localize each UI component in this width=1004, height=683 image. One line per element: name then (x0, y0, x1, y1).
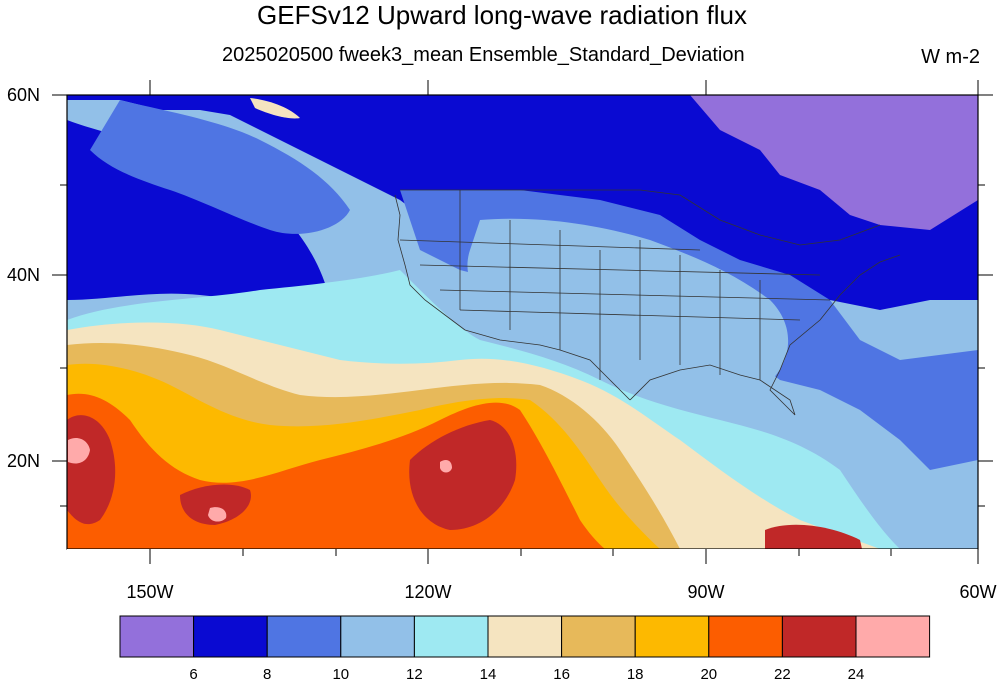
colorbar-label: 10 (332, 666, 349, 683)
colorbar-box (781, 615, 857, 658)
contour-band-alaska-patch (250, 98, 300, 119)
contour-band-24-26-b (409, 420, 517, 530)
map-subtitle: 2025020500 fweek3_mean Ensemble_Standard… (222, 44, 745, 66)
colorbar-box (855, 615, 931, 658)
colorbar-label: 16 (553, 666, 570, 683)
colorbar-box (119, 615, 195, 658)
map-bottom-strip (67, 549, 978, 552)
contour-band-24-26-d (765, 524, 862, 549)
contour-band-6-8 (690, 95, 978, 230)
lat-label-20n: 20N (7, 451, 40, 471)
us-canada-border (400, 189, 881, 246)
colorbar-box (561, 615, 636, 658)
colorbar-box (413, 615, 489, 658)
colorbar-box (487, 615, 563, 658)
state-lines-a (459, 190, 761, 380)
contour-band-12-14 (467, 218, 789, 393)
colorbar-box (708, 615, 783, 658)
axis-ticks (52, 80, 993, 564)
lat-label-40n: 40N (7, 265, 40, 285)
contour-band-26-plus-a (68, 438, 90, 464)
lon-label-150w: 150W (126, 582, 173, 602)
units-label: W m-2 (921, 46, 980, 68)
us-gulf-coast (629, 254, 901, 416)
colorbar: 6 8 10 12 14 16 18 20 22 24 (119, 615, 931, 683)
colorbar-label: 24 (848, 666, 865, 683)
contour-band-light-pacific (90, 100, 350, 234)
lon-label-90w: 90W (687, 582, 724, 602)
contour-band-26-plus-c (208, 507, 227, 522)
colorbar-label: 20 (700, 666, 717, 683)
map-title: GEFSv12 Upward long-wave radiation flux (257, 0, 747, 30)
colorbar-box (340, 615, 415, 658)
colorbar-box (634, 615, 710, 658)
us-west-coast (394, 194, 466, 331)
colorbar-box (266, 615, 342, 658)
colorbar-box (193, 615, 268, 658)
lat-label-60n: 60N (7, 85, 40, 105)
contour-band-26-plus-b (440, 460, 452, 473)
colorbar-label: 12 (406, 666, 423, 683)
contour-fill (67, 95, 978, 549)
colorbar-label: 8 (263, 666, 271, 683)
lon-label-60w: 60W (959, 582, 996, 602)
lon-label-120w: 120W (404, 582, 451, 602)
contour-band-24-26-c (180, 484, 251, 525)
colorbar-label: 14 (480, 666, 497, 683)
colorbar-label: 18 (627, 666, 644, 683)
colorbar-label: 22 (774, 666, 791, 683)
colorbar-label: 6 (189, 666, 197, 683)
political-boundaries (394, 189, 901, 416)
state-lines-b (399, 239, 831, 321)
